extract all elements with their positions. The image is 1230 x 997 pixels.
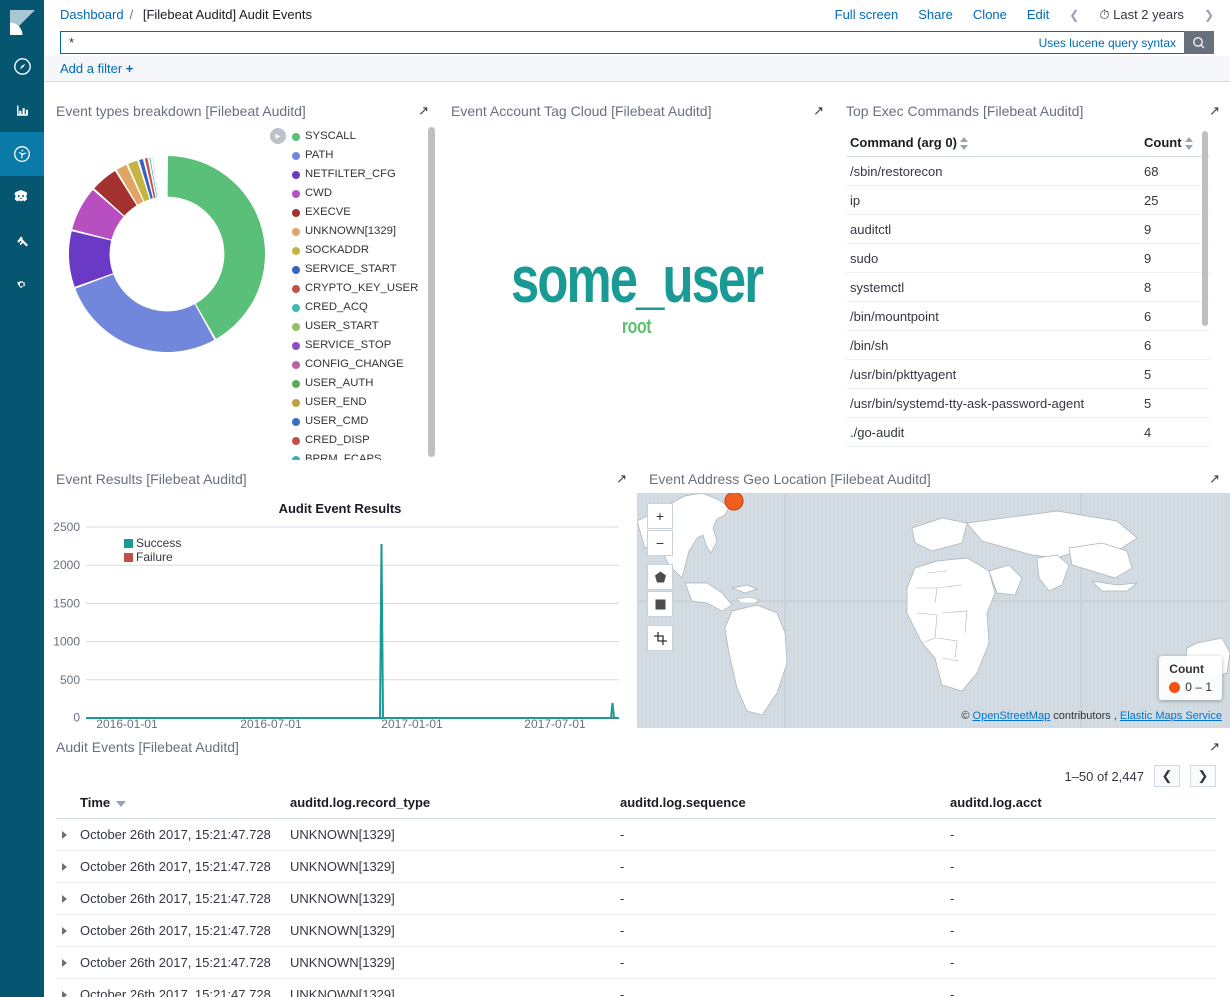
svg-text:500: 500 bbox=[60, 673, 80, 687]
svg-text:1000: 1000 bbox=[53, 635, 80, 649]
svg-text:0: 0 bbox=[73, 711, 80, 725]
svg-text:2000: 2000 bbox=[53, 558, 80, 572]
svg-text:Failure: Failure bbox=[136, 550, 173, 564]
svg-text:Success: Success bbox=[136, 536, 181, 550]
svg-text:Audit Event Results: Audit Event Results bbox=[279, 501, 402, 516]
svg-text:2500: 2500 bbox=[53, 520, 80, 534]
svg-text:1500: 1500 bbox=[53, 596, 80, 610]
